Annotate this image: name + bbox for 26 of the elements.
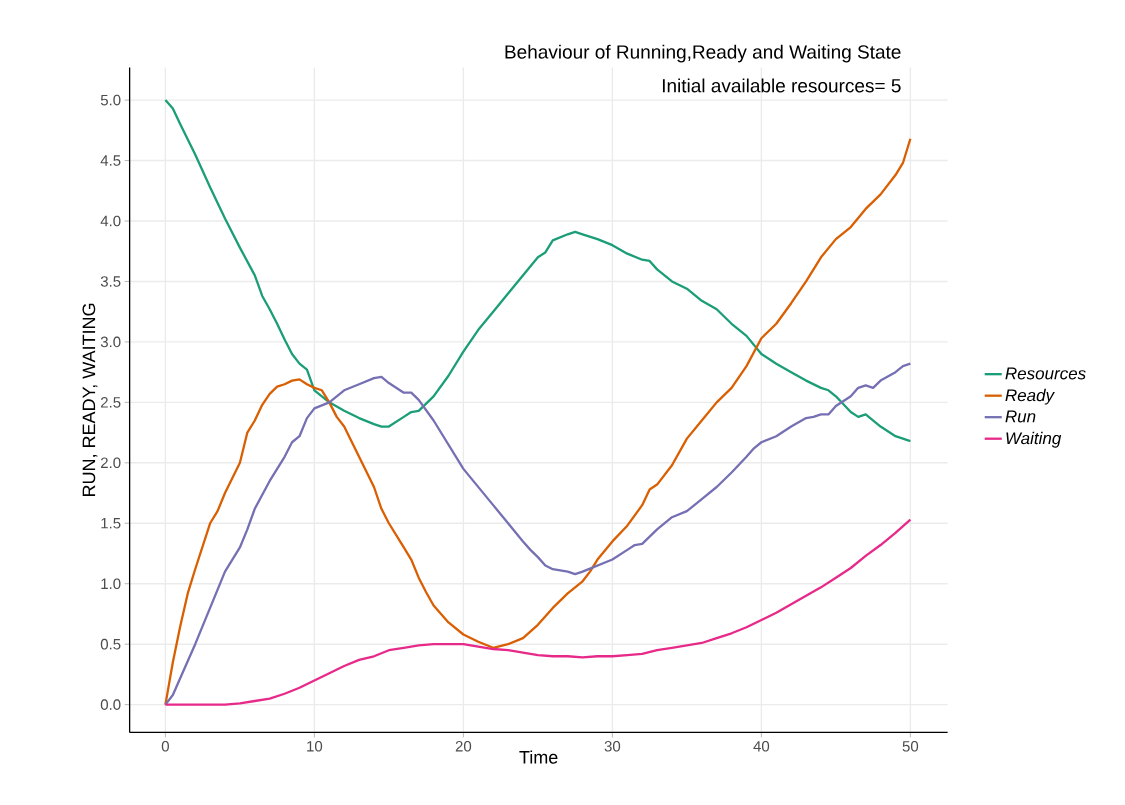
- chart-title: Behaviour of Running,Ready and Waiting State: [505, 44, 901, 63]
- legend-label: Waiting: [1006, 431, 1062, 448]
- x-tick-label: 0: [161, 740, 169, 752]
- x-tick-label: 30: [604, 740, 621, 752]
- y-tick-label: 2.5: [101, 397, 121, 408]
- y-tick-label: 4.0: [100, 215, 121, 227]
- legend-label: Run: [1005, 410, 1036, 423]
- legend-label: Resources: [1005, 367, 1086, 380]
- y-axis-title: RUN, READY, WAITING: [82, 303, 98, 496]
- y-tick-label: 1.0: [101, 578, 121, 590]
- y-tick-label: 1.5: [101, 518, 121, 529]
- x-tick-label: 50: [902, 740, 919, 752]
- x-tick-label: 10: [307, 740, 323, 752]
- y-tick-label: 0.5: [100, 638, 121, 650]
- legend-label: Ready: [1005, 388, 1055, 405]
- x-axis-title: Time: [519, 750, 558, 764]
- x-tick-label: 20: [455, 740, 472, 752]
- y-tick-label: 2.0: [101, 457, 121, 469]
- y-tick-label: 3.5: [100, 276, 121, 287]
- x-tick-label: 40: [753, 740, 770, 752]
- chart-subtitle: Initial available resources= 5: [662, 78, 901, 93]
- y-tick-label: 3.0: [100, 336, 121, 348]
- y-tick-label: 5.0: [100, 94, 121, 106]
- y-tick-label: 0.0: [100, 699, 121, 710]
- y-tick-label: 4.5: [100, 155, 121, 166]
- line-series: [164, 137, 912, 706]
